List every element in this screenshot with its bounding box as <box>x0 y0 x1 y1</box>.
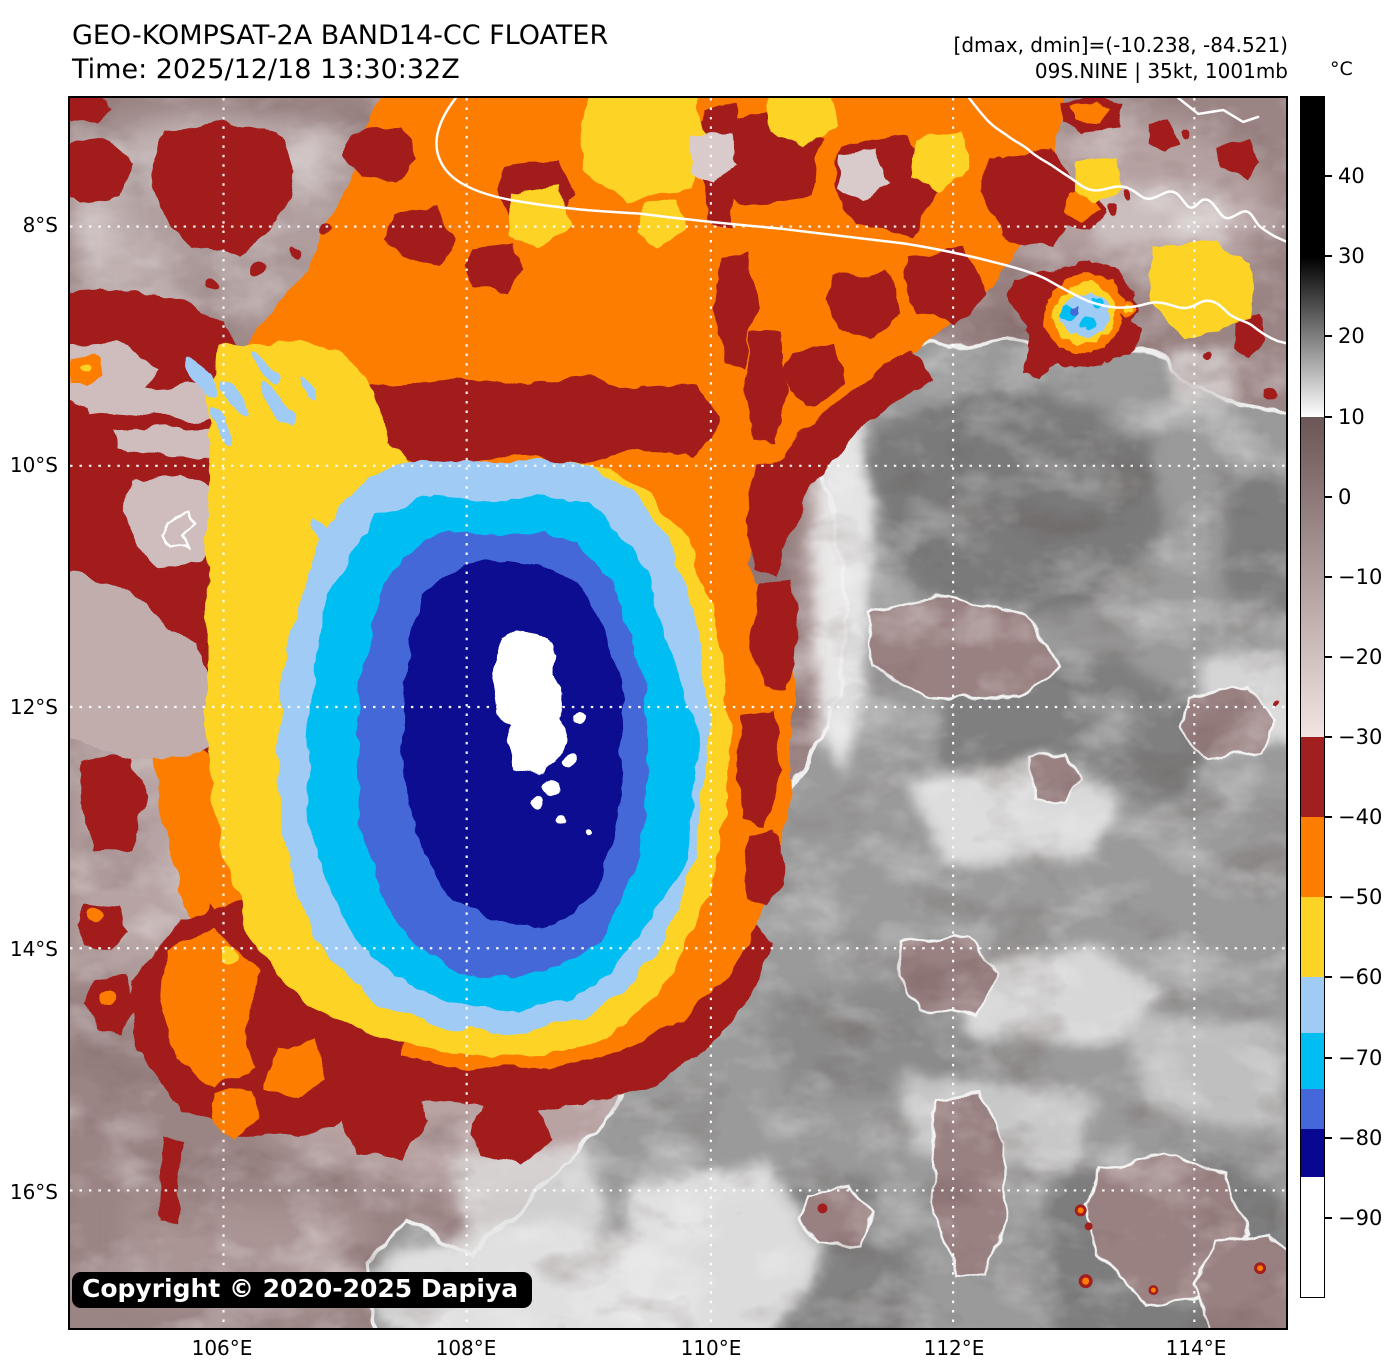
lat-label: 8°S <box>22 213 58 237</box>
lat-label: 10°S <box>9 453 58 477</box>
yellow-speck <box>224 949 239 964</box>
colorbar-tickmark <box>1324 655 1332 658</box>
colorbar-tickmark <box>1324 1136 1332 1139</box>
colorbar-segment <box>1301 737 1324 817</box>
dmax-dmin-readout: [dmax, dmin]=(-10.238, -84.521) <box>953 33 1288 57</box>
colorbar-segment <box>1301 1033 1324 1089</box>
colorbar-tickmarks <box>1324 96 1333 1298</box>
timestamp: Time: 2025/12/18 13:30:32Z <box>72 54 460 85</box>
colorbar-tick-label: −20 <box>1338 644 1383 669</box>
colorbar-segment <box>1301 97 1324 257</box>
colorbar-tick-label: −10 <box>1338 564 1383 589</box>
colorbar-tick-label: −50 <box>1338 885 1383 910</box>
page-title: GEO-KOMPSAT-2A BAND14-CC FLOATER <box>72 20 609 51</box>
lon-label: 106°E <box>191 1336 253 1360</box>
colorbar-segment <box>1301 417 1324 737</box>
colorbar-tickmark <box>1324 175 1332 178</box>
orange-cells <box>70 99 1111 1135</box>
colorbar-segment <box>1301 1089 1324 1129</box>
colorbar-tickmark <box>1324 415 1332 418</box>
colorbar-tickmark <box>1324 1216 1332 1219</box>
colorbar-tick-label: −40 <box>1338 805 1383 830</box>
lon-label: 110°E <box>680 1336 742 1360</box>
colorbar-tick-label: 40 <box>1338 164 1365 189</box>
lon-label: 114°E <box>1165 1336 1227 1360</box>
colorbar-tick-label: −90 <box>1338 1205 1383 1230</box>
colorbar-tickmark <box>1324 976 1332 979</box>
colorbar-tickmark <box>1324 1056 1332 1059</box>
colorbar-tickmark <box>1324 495 1332 498</box>
yellow-speck <box>79 365 88 374</box>
colorbar-unit: °C <box>1330 58 1353 80</box>
isolated-hot-towers <box>817 1203 1267 1296</box>
lat-label: 14°S <box>9 937 58 961</box>
colorbar-tick-label: 20 <box>1338 324 1365 349</box>
header-right: [dmax, dmin]=(-10.238, -84.521) 09S.NINE… <box>954 32 1288 84</box>
band-pale-patches <box>687 129 888 200</box>
colorbar-segment <box>1301 1129 1324 1177</box>
colorbar-segment <box>1301 977 1324 1033</box>
colorbar-tick-label: −70 <box>1338 1045 1383 1070</box>
colorbar-tick-labels: 40 30 20 10 0 −10 −20 −30 −40 −50 −60 −70 −80 −90 <box>1338 96 1388 1298</box>
colorbar-segment <box>1301 1177 1324 1297</box>
colorbar-tick-label: 10 <box>1338 404 1365 429</box>
colorbar-segment <box>1301 897 1324 977</box>
storm-status-readout: 09S.NINE | 35kt, 1001mb <box>1034 59 1288 83</box>
coastline <box>435 98 1286 345</box>
colorbar-tickmark <box>1324 575 1332 578</box>
colorbar-tick-label: 30 <box>1338 244 1365 269</box>
lat-label: 12°S <box>9 695 58 719</box>
satellite-image <box>70 98 1286 1328</box>
storm-system <box>70 98 1280 1229</box>
colorbar-tick-label: −60 <box>1338 965 1383 990</box>
colorbar-tickmark <box>1324 816 1332 819</box>
colorbar-tick-label: −80 <box>1338 1125 1383 1150</box>
lon-label: 112°E <box>923 1336 985 1360</box>
small-storm-cell <box>1022 259 1143 380</box>
lat-label: 16°S <box>9 1180 58 1204</box>
colorbar-tick-label: 0 <box>1338 484 1352 509</box>
lon-label: 108°E <box>435 1336 497 1360</box>
storm-white-core <box>492 631 589 836</box>
island-outline <box>160 511 200 550</box>
colorbar-tickmark <box>1324 335 1332 338</box>
colorbar-tickmark <box>1324 736 1332 739</box>
colorbar-segment <box>1301 257 1324 417</box>
band-yellow-patches <box>508 98 1255 338</box>
colorbar <box>1300 96 1325 1298</box>
satellite-map[interactable]: Copyright © 2020-2025 Dapiya <box>68 96 1288 1330</box>
colorbar-tickmark <box>1324 896 1332 899</box>
colorbar-segment <box>1301 817 1324 897</box>
colorbar-tickmark <box>1324 255 1332 258</box>
graticule <box>70 98 1286 1328</box>
colorbar-tick-label: −30 <box>1338 725 1383 750</box>
copyright-badge: Copyright © 2020-2025 Dapiya <box>72 1272 533 1308</box>
